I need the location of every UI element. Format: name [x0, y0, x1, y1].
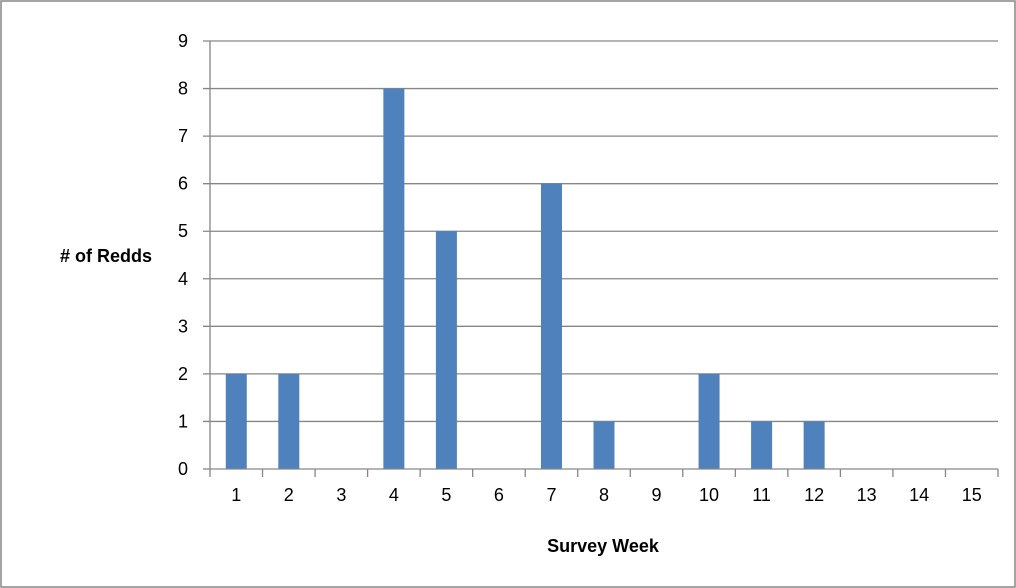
x-tick-label: 12 — [804, 485, 824, 505]
bar — [751, 421, 773, 469]
y-tick-label: 1 — [178, 411, 188, 431]
bar — [593, 421, 615, 469]
x-tick-label: 4 — [389, 485, 399, 505]
x-tick-label: 1 — [231, 485, 241, 505]
axes — [203, 41, 999, 477]
y-tick-label: 7 — [178, 126, 188, 146]
x-tick-label: 3 — [336, 485, 346, 505]
y-tick-label: 2 — [178, 364, 188, 384]
x-tick-label: 5 — [441, 485, 451, 505]
y-tick-labels: 0 1 2 3 4 5 6 7 8 9 — [178, 31, 188, 479]
bar — [278, 373, 300, 469]
x-tick-label: 6 — [494, 485, 504, 505]
y-tick-label: 5 — [178, 221, 188, 241]
bars — [225, 88, 825, 470]
bar — [225, 373, 247, 469]
y-tick-label: 0 — [178, 459, 188, 479]
x-tick-label: 10 — [699, 485, 719, 505]
bar — [698, 373, 720, 469]
x-tick-label: 7 — [546, 485, 556, 505]
bar — [803, 421, 825, 469]
x-tick-label: 14 — [909, 485, 929, 505]
x-tick-label: 15 — [962, 485, 982, 505]
bar — [383, 88, 405, 470]
x-tick-label: 2 — [284, 485, 294, 505]
y-tick-label: 8 — [178, 79, 188, 99]
x-tick-labels: 1 2 3 4 5 6 7 8 9 10 11 12 13 14 15 — [231, 485, 981, 505]
x-axis-title: Survey Week — [547, 536, 660, 556]
bar — [435, 231, 457, 469]
x-tick-label: 11 — [752, 485, 771, 505]
x-tick-label: 9 — [652, 485, 662, 505]
gridlines — [203, 40, 998, 423]
y-axis-title: # of Redds — [60, 246, 152, 266]
x-tick-label: 8 — [599, 485, 609, 505]
y-tick-label: 4 — [178, 269, 188, 289]
x-tick-label: 13 — [857, 485, 877, 505]
y-tick-label: 6 — [178, 174, 188, 194]
bar — [540, 183, 562, 469]
y-tick-label: 9 — [178, 31, 188, 51]
y-tick-label: 3 — [178, 316, 188, 336]
